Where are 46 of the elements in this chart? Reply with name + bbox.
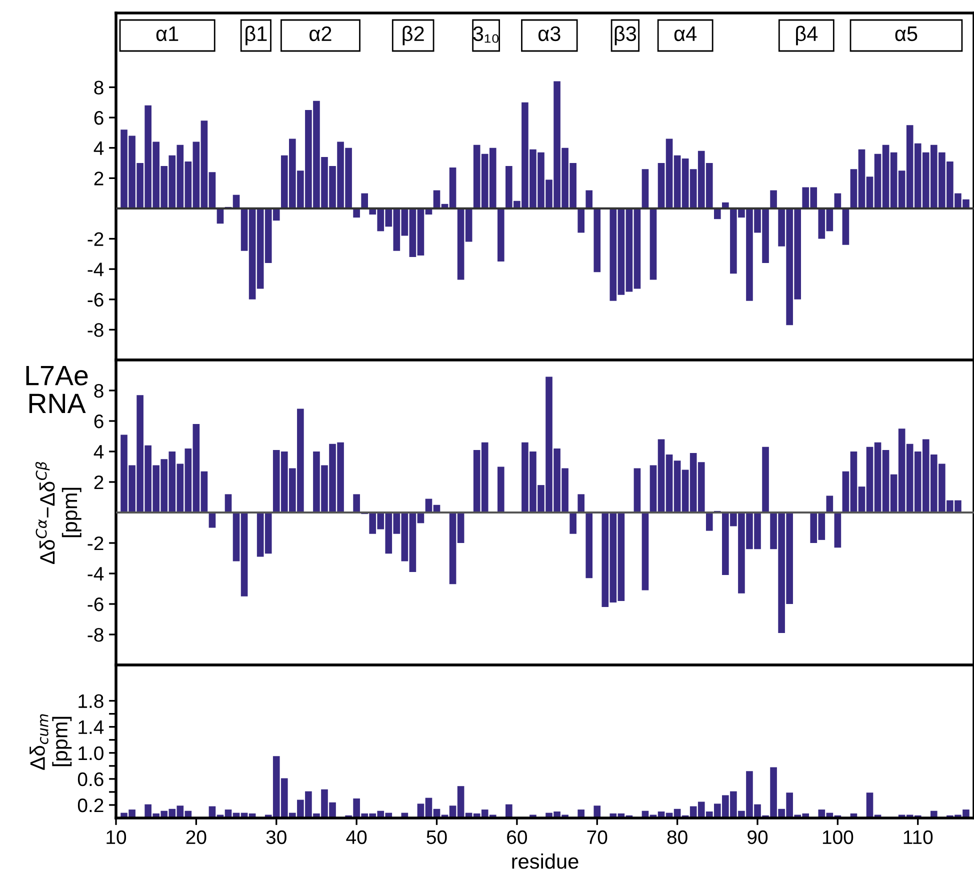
band-label: β2 <box>402 26 424 46</box>
y-tick-label: 0.2 <box>78 798 104 812</box>
y-tick-label: 1.8 <box>78 694 104 708</box>
band-label: α5 <box>895 26 918 42</box>
y-tick-label: 4 <box>94 445 104 459</box>
band-label: α1 <box>156 26 178 42</box>
y-tick-label: -4 <box>88 262 104 276</box>
y-tick-label: 0.6 <box>78 772 104 786</box>
x-tick-label: 70 <box>587 830 608 844</box>
y-tick-label: -6 <box>88 597 104 612</box>
y-tick-label: -2 <box>88 232 104 246</box>
band-label: α3 <box>538 26 560 42</box>
y-axis-title: Δδ$^{Cα}$−Δδ$^{Cβ}$ [ppm] <box>35 462 82 564</box>
y-tick-label: 6 <box>94 111 104 125</box>
band-label: α2 <box>310 26 332 42</box>
x-tick-label: 80 <box>667 830 688 844</box>
y-tick-label: 1.0 <box>78 746 104 760</box>
band-label: β4 <box>796 26 818 46</box>
x-tick-label: 90 <box>748 830 768 844</box>
y-tick-label: 8 <box>94 384 104 398</box>
x-axis-title: residue <box>512 853 578 869</box>
x-tick-label: 60 <box>507 830 527 844</box>
y-tick-label: 4 <box>94 142 104 155</box>
band-label: β3 <box>614 26 636 46</box>
band-label: α4 <box>674 26 697 42</box>
y-tick-label: 2 <box>94 172 104 186</box>
x-tick-label: 20 <box>186 830 206 844</box>
y-tick-label: 8 <box>94 80 104 94</box>
y-tick-label: -8 <box>88 323 104 337</box>
y-tick-label: 6 <box>94 414 104 428</box>
y-tick-label: -2 <box>88 536 104 550</box>
y-axis-title: Δδ$_{cum}$ [ppm] <box>30 714 72 770</box>
band-label: 3₁₀ <box>473 26 499 43</box>
x-tick-label: 40 <box>346 830 367 844</box>
y-tick-label: 2 <box>94 475 104 490</box>
y-tick-label: -4 <box>88 567 104 581</box>
y-tick-label: -6 <box>88 292 104 307</box>
band-label: β1 <box>246 26 267 46</box>
x-tick-label: 30 <box>266 830 286 844</box>
x-tick-label: 50 <box>426 830 447 844</box>
x-tick-label: 10 <box>106 830 126 844</box>
text: L7Ae RNA <box>26 366 88 414</box>
x-tick-label: 110 <box>904 830 933 844</box>
x-tick-label: 100 <box>822 830 854 844</box>
y-tick-label: 1.4 <box>78 720 104 734</box>
y-tick-label: -8 <box>88 628 104 642</box>
